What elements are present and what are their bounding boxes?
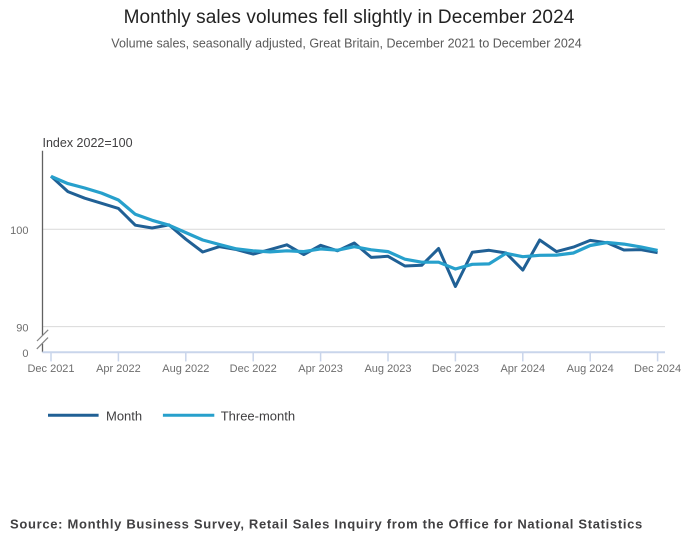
svg-text:Dec 2023: Dec 2023 xyxy=(432,363,479,375)
svg-text:Month: Month xyxy=(106,409,142,424)
svg-text:Volume sales, seasonally adjus: Volume sales, seasonally adjusted, Great… xyxy=(111,37,581,51)
svg-text:Dec 2022: Dec 2022 xyxy=(230,363,277,375)
svg-text:Index 2022=100: Index 2022=100 xyxy=(43,136,133,150)
svg-text:Aug 2024: Aug 2024 xyxy=(567,363,614,375)
svg-text:Apr 2022: Apr 2022 xyxy=(96,363,141,375)
svg-text:Apr 2023: Apr 2023 xyxy=(298,363,343,375)
svg-text:Aug 2022: Aug 2022 xyxy=(162,363,209,375)
svg-text:Dec 2021: Dec 2021 xyxy=(27,363,74,375)
svg-text:Dec 2024: Dec 2024 xyxy=(634,363,681,375)
svg-text:Aug 2023: Aug 2023 xyxy=(364,363,411,375)
svg-text:0: 0 xyxy=(22,348,28,360)
svg-text:Source: Monthly Business Surve: Source: Monthly Business Survey, Retail … xyxy=(10,517,643,532)
svg-text:Monthly sales volumes fell sli: Monthly sales volumes fell slightly in D… xyxy=(124,7,575,28)
svg-text:Three-month: Three-month xyxy=(221,409,295,424)
svg-text:100: 100 xyxy=(10,225,28,237)
svg-text:90: 90 xyxy=(16,323,28,335)
svg-text:Apr 2024: Apr 2024 xyxy=(500,363,545,375)
